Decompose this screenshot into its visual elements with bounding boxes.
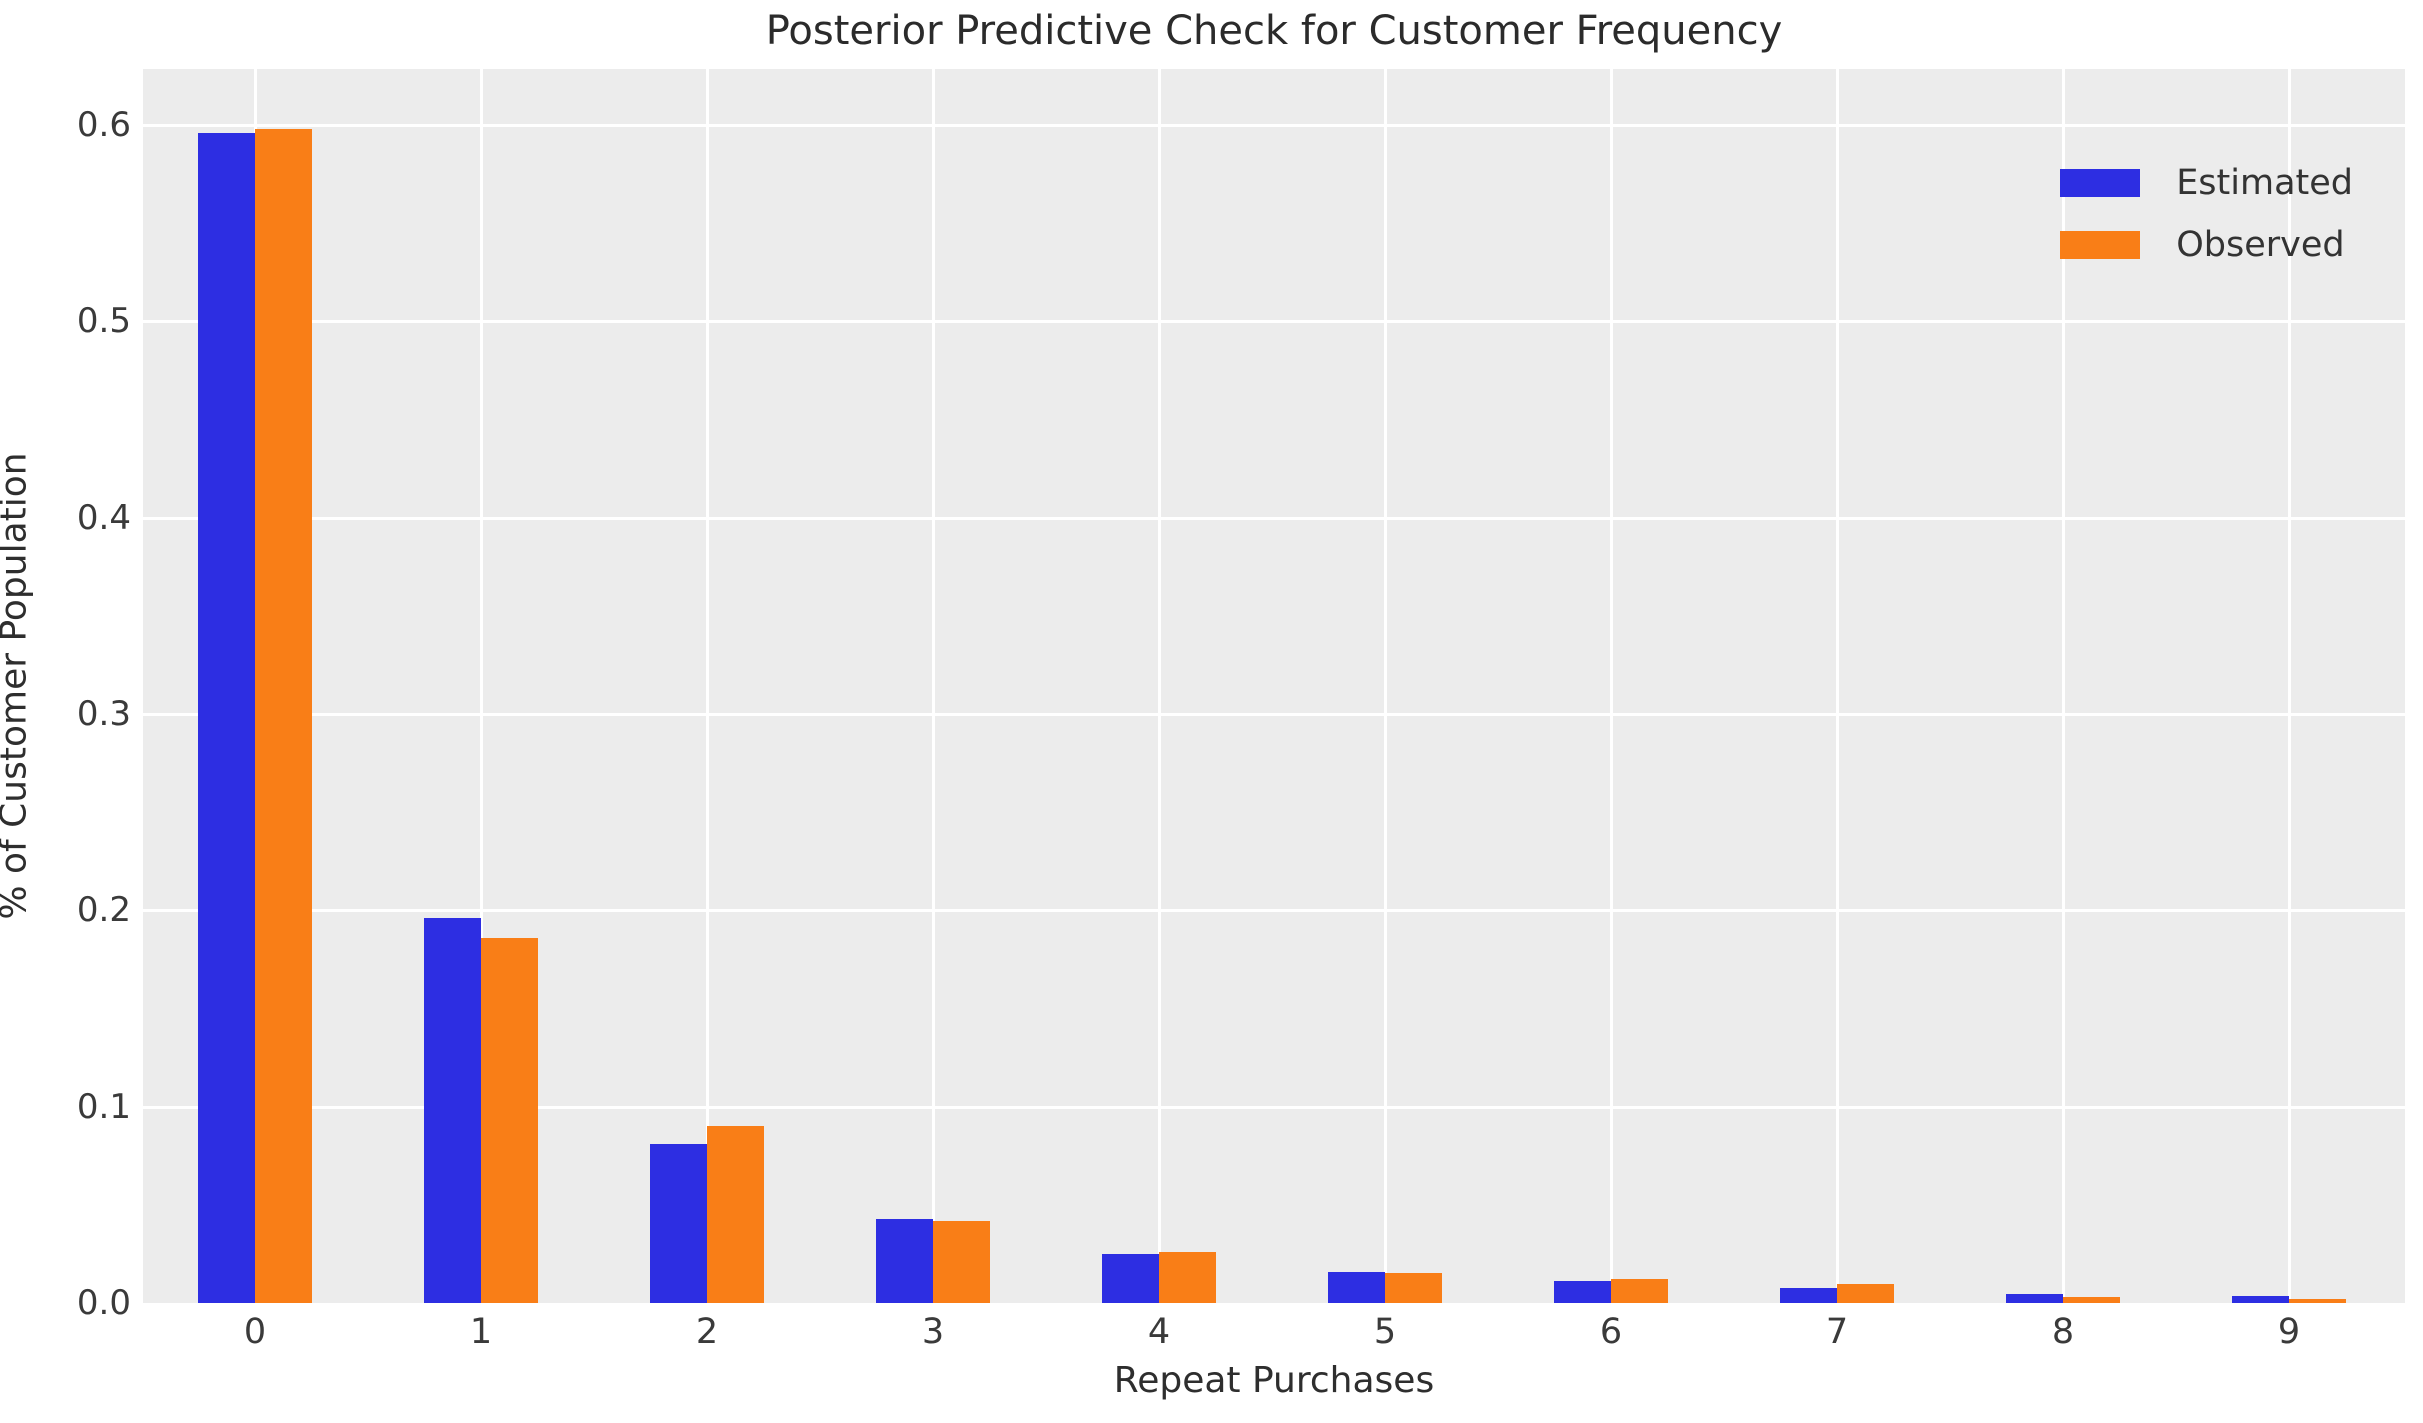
legend-label-estimated: Estimated bbox=[2176, 163, 2353, 203]
plot-area: Estimated Observed bbox=[143, 69, 2405, 1303]
bar-estimated-4 bbox=[1102, 1253, 1159, 1303]
bar-observed-7 bbox=[1837, 1284, 1894, 1303]
gridline-horizontal bbox=[143, 712, 2405, 716]
bar-observed-1 bbox=[481, 937, 538, 1303]
bar-observed-6 bbox=[1611, 1279, 1668, 1303]
x-axis-tick-label: 6 bbox=[1599, 1312, 1623, 1352]
x-axis-tick-label: 0 bbox=[243, 1312, 267, 1352]
gridline-vertical bbox=[1610, 69, 1613, 1303]
x-axis-tick-label: 3 bbox=[921, 1312, 945, 1352]
bar-estimated-0 bbox=[198, 132, 255, 1303]
bar-estimated-3 bbox=[876, 1218, 933, 1303]
x-axis-tick-label: 9 bbox=[2277, 1312, 2301, 1352]
gridline-vertical bbox=[1158, 69, 1161, 1303]
gridline-vertical bbox=[706, 69, 709, 1303]
x-axis-tick-label: 4 bbox=[1147, 1312, 1171, 1352]
bar-observed-8 bbox=[2063, 1297, 2120, 1303]
gridline-vertical bbox=[1384, 69, 1387, 1303]
gridline-horizontal bbox=[143, 909, 2405, 913]
bar-observed-2 bbox=[707, 1126, 764, 1303]
x-axis-label: Repeat Purchases bbox=[1113, 1360, 1435, 1401]
bar-estimated-5 bbox=[1328, 1271, 1385, 1303]
gridline-horizontal bbox=[143, 516, 2405, 520]
x-axis-tick-label: 1 bbox=[469, 1312, 493, 1352]
bar-estimated-2 bbox=[650, 1143, 707, 1303]
bar-observed-5 bbox=[1385, 1272, 1442, 1303]
gridline-vertical bbox=[932, 69, 935, 1303]
y-axis-tick-label: 0.4 bbox=[76, 497, 131, 538]
y-axis-label: % of Customer Population bbox=[0, 452, 35, 919]
chart-title: Posterior Predictive Check for Customer … bbox=[765, 8, 1783, 54]
bar-estimated-9 bbox=[2232, 1295, 2289, 1303]
bar-observed-3 bbox=[933, 1220, 990, 1303]
x-axis-tick-label: 2 bbox=[695, 1312, 719, 1352]
y-axis-tick-label: 0.3 bbox=[76, 693, 131, 734]
gridline-vertical bbox=[2288, 69, 2291, 1303]
gridline-vertical bbox=[1836, 69, 1839, 1303]
bar-observed-0 bbox=[255, 128, 312, 1303]
bar-estimated-1 bbox=[424, 918, 481, 1303]
x-axis-tick-label: 8 bbox=[2051, 1312, 2075, 1352]
gridline-horizontal bbox=[143, 1105, 2405, 1109]
legend-item-observed: Observed bbox=[2060, 225, 2353, 265]
bar-observed-4 bbox=[1159, 1251, 1216, 1303]
x-axis-tick-label: 5 bbox=[1373, 1312, 1397, 1352]
bar-estimated-6 bbox=[1554, 1281, 1611, 1303]
legend-item-estimated: Estimated bbox=[2060, 163, 2353, 203]
legend-swatch-estimated-icon bbox=[2060, 169, 2141, 197]
bar-estimated-7 bbox=[1780, 1288, 1837, 1303]
legend-swatch-observed-icon bbox=[2060, 231, 2141, 259]
y-axis-tick-label: 0.2 bbox=[76, 890, 131, 931]
x-axis-tick-label: 7 bbox=[1825, 1312, 1849, 1352]
y-axis-tick-label: 0.6 bbox=[76, 104, 131, 145]
y-axis-tick-label: 0.0 bbox=[76, 1283, 131, 1323]
bar-estimated-8 bbox=[2006, 1293, 2063, 1303]
gridline-horizontal bbox=[143, 123, 2405, 127]
y-axis-tick-label: 0.1 bbox=[76, 1086, 131, 1127]
y-axis-tick-label: 0.5 bbox=[76, 301, 131, 342]
gridline-vertical bbox=[2062, 69, 2065, 1303]
bar-observed-9 bbox=[2289, 1299, 2346, 1303]
gridline-vertical bbox=[480, 69, 483, 1303]
gridline-horizontal bbox=[143, 320, 2405, 324]
legend-label-observed: Observed bbox=[2176, 225, 2345, 265]
legend: Estimated Observed bbox=[2060, 163, 2353, 265]
